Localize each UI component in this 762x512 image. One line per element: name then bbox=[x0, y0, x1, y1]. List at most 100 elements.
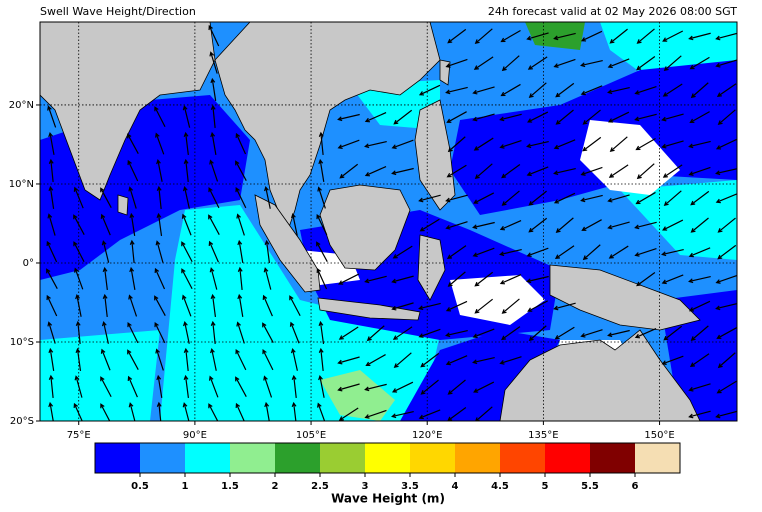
colorbar-tick-label: 3 bbox=[362, 481, 369, 492]
swell-arrow bbox=[526, 275, 549, 284]
swell-arrow bbox=[473, 192, 495, 204]
swell-arrow bbox=[474, 163, 493, 180]
swell-arrow bbox=[662, 219, 684, 231]
swell-arrow bbox=[48, 347, 55, 371]
land-mass bbox=[117, 194, 129, 216]
colorbar-swatch bbox=[365, 443, 410, 473]
swell-arrow bbox=[500, 29, 521, 43]
swell-arrow bbox=[155, 240, 164, 263]
swell-arrow bbox=[717, 109, 736, 125]
title-right: 24h forecast valid at 02 May 2026 08:00 … bbox=[488, 5, 737, 18]
swell-arrow bbox=[364, 409, 387, 419]
swell-arrow bbox=[418, 409, 441, 420]
swell-arrow bbox=[445, 221, 468, 230]
swell-arrow bbox=[127, 375, 138, 398]
swell-arrow bbox=[48, 401, 54, 421]
swell-arrow bbox=[580, 166, 603, 176]
swell-arrow bbox=[102, 266, 108, 290]
colorbar-tick-label: 3.5 bbox=[401, 481, 419, 492]
swell-arrow bbox=[690, 325, 709, 341]
swell-arrow bbox=[716, 327, 737, 339]
swell-arrow bbox=[264, 401, 270, 421]
swell-arrow bbox=[526, 247, 549, 257]
swell-arrow bbox=[208, 214, 220, 235]
swell-arrow bbox=[418, 302, 441, 311]
swell-arrow bbox=[100, 376, 112, 398]
swell-arrow bbox=[182, 186, 190, 209]
swell-arrow bbox=[102, 293, 108, 317]
swell-arrow bbox=[317, 186, 326, 209]
swell-arrow bbox=[501, 190, 520, 206]
swell-arrow bbox=[446, 111, 467, 123]
swell-arrow bbox=[182, 402, 190, 421]
swell-arrow bbox=[263, 267, 272, 290]
x-tick-label: 150°E bbox=[644, 430, 674, 441]
swell-arrow bbox=[237, 239, 244, 263]
swell-arrow bbox=[338, 273, 360, 285]
swell-arrow bbox=[46, 294, 58, 317]
swell-arrow bbox=[555, 82, 575, 98]
swell-arrow bbox=[264, 186, 271, 209]
colorbar-label: Wave Height (m) bbox=[331, 492, 445, 506]
swell-arrow bbox=[210, 293, 217, 317]
swell-arrow bbox=[554, 245, 575, 259]
swell-arrow bbox=[689, 56, 710, 70]
swell-arrow bbox=[154, 295, 166, 316]
swell-arrow bbox=[391, 410, 414, 419]
colorbar-swatch bbox=[500, 443, 545, 473]
swell-arrow bbox=[100, 213, 111, 236]
swell-arrow bbox=[101, 321, 109, 344]
swell-arrow bbox=[716, 380, 737, 394]
swell-zone bbox=[525, 22, 585, 50]
swell-arrow bbox=[716, 83, 737, 97]
swell-arrow bbox=[418, 84, 441, 96]
swell-arrow bbox=[501, 164, 521, 179]
swell-arrow bbox=[290, 348, 298, 371]
swell-arrow bbox=[210, 320, 216, 345]
swell-arrow bbox=[235, 376, 247, 397]
swell-arrow bbox=[582, 109, 601, 125]
y-tick-label: 10°S bbox=[10, 337, 34, 348]
swell-arrow bbox=[262, 294, 273, 317]
colorbar-swatch bbox=[410, 443, 455, 473]
land-mass bbox=[317, 297, 421, 321]
swell-arrow bbox=[717, 244, 737, 260]
x-tick-label: 135°E bbox=[528, 430, 558, 441]
colorbar-swatch bbox=[275, 443, 320, 473]
swell-arrow bbox=[129, 212, 136, 236]
land-mass bbox=[417, 234, 446, 301]
swell-zone bbox=[320, 370, 395, 421]
swell-arrow bbox=[154, 106, 166, 128]
swell-arrow bbox=[607, 329, 630, 338]
swell-arrow bbox=[364, 383, 387, 392]
swell-arrow bbox=[210, 348, 217, 371]
land-mass bbox=[214, 22, 441, 231]
colorbar-swatch bbox=[140, 443, 185, 473]
swell-arrow bbox=[553, 302, 576, 311]
swell-arrow bbox=[528, 190, 547, 206]
colorbar-swatch bbox=[590, 443, 635, 473]
y-tick-label: 0° bbox=[23, 258, 34, 269]
swell-arrow bbox=[636, 272, 656, 287]
swell-arrow bbox=[237, 266, 243, 291]
swell-arrow bbox=[156, 158, 163, 182]
swell-arrow bbox=[209, 159, 219, 182]
swell-arrow bbox=[553, 167, 576, 176]
swell-arrow bbox=[609, 136, 628, 152]
swell-arrow bbox=[48, 131, 55, 155]
swell-arrow bbox=[48, 374, 54, 399]
swell-arrow bbox=[339, 163, 359, 179]
swell-arrow bbox=[661, 140, 684, 149]
swell-arrow bbox=[528, 325, 547, 342]
colorbar-tick-label: 4 bbox=[452, 481, 459, 492]
swell-arrow bbox=[391, 139, 414, 149]
swell-arrow bbox=[472, 247, 495, 258]
swell-arrow bbox=[235, 132, 247, 155]
swell-arrow bbox=[607, 221, 630, 230]
colorbar-tick-label: 1 bbox=[182, 481, 189, 492]
swell-arrow bbox=[607, 58, 630, 69]
swell-arrow bbox=[155, 132, 165, 155]
swell-arrow bbox=[527, 300, 549, 312]
swell-arrow bbox=[316, 267, 328, 290]
land-mass bbox=[254, 194, 321, 293]
